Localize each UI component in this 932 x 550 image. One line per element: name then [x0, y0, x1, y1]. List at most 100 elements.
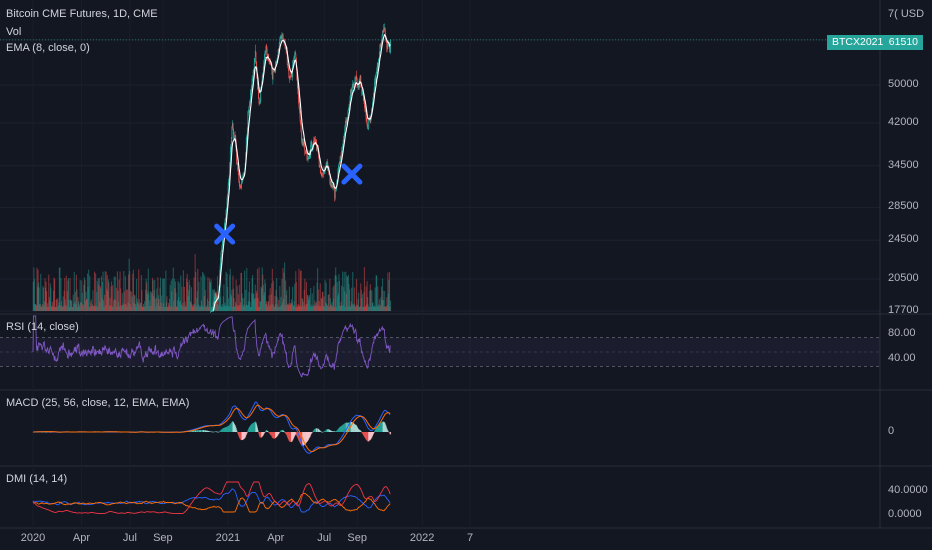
- volume-bar: [145, 289, 147, 311]
- candle-body: [242, 181, 244, 182]
- macd-histogram-bar: [336, 430, 338, 432]
- macd-histogram-bar: [329, 430, 331, 432]
- macd-histogram-bar: [291, 432, 293, 442]
- macd-histogram-bar: [316, 428, 318, 432]
- macd-histogram-bar: [238, 432, 240, 437]
- volume-bar: [285, 280, 287, 311]
- macd-histogram-bar: [205, 430, 207, 432]
- volume-bar: [50, 287, 52, 311]
- macd-histogram-bar: [304, 432, 306, 445]
- volume-bar: [208, 301, 210, 311]
- ema-legend[interactable]: EMA (8, close, 0): [6, 42, 90, 54]
- volume-bar: [69, 278, 71, 311]
- volume-bar: [246, 267, 248, 311]
- volume-bar: [245, 289, 247, 311]
- volume-bar: [348, 284, 350, 311]
- volume-bar: [155, 297, 157, 311]
- volume-bar: [306, 294, 309, 311]
- volume-bar: [106, 288, 108, 311]
- macd-histogram-bar: [273, 432, 275, 439]
- candle-body: [253, 62, 255, 70]
- volume-bar: [180, 304, 182, 311]
- macd-legend[interactable]: MACD (25, 56, close, 12, EMA, EMA): [6, 397, 190, 409]
- rsi-legend[interactable]: RSI (14, close): [6, 321, 79, 333]
- volume-bar: [166, 306, 169, 311]
- volume-bar: [244, 306, 246, 311]
- volume-bar: [57, 305, 59, 311]
- macd-histogram-bar: [288, 432, 290, 441]
- macd-histogram-bar: [350, 421, 352, 432]
- volume-bar: [288, 286, 290, 311]
- volume-bar: [206, 298, 208, 311]
- candle-body: [232, 123, 234, 129]
- volume-bar: [162, 303, 164, 311]
- candle-body: [271, 65, 273, 72]
- volume-bar: [235, 279, 237, 311]
- volume-bar: [336, 282, 338, 311]
- volume-bar: [170, 306, 172, 311]
- volume-bar: [185, 305, 187, 311]
- macd-histogram-bar: [216, 431, 218, 433]
- volume-bar: [271, 268, 273, 311]
- volume-bar: [179, 300, 181, 311]
- volume-bar: [335, 275, 337, 311]
- volume-bar: [116, 271, 118, 311]
- volume-bar: [156, 288, 158, 311]
- macd-histogram-bar: [247, 430, 249, 432]
- volume-bar: [104, 294, 106, 311]
- candle-body: [265, 51, 266, 53]
- candle-body: [281, 36, 283, 39]
- volume-bar: [264, 283, 266, 311]
- macd-histogram-bar: [321, 431, 323, 433]
- candle-body: [364, 100, 365, 107]
- macd-histogram-bar: [214, 431, 216, 433]
- candle-body: [330, 181, 332, 186]
- macd-histogram-bar: [248, 427, 250, 432]
- volume-bar: [131, 306, 133, 311]
- volume-bar: [359, 306, 361, 311]
- volume-bar: [320, 306, 322, 311]
- candle-body: [302, 138, 304, 145]
- candle-body: [269, 59, 271, 65]
- dmi-legend[interactable]: DMI (14, 14): [6, 473, 68, 485]
- volume-bar: [63, 305, 65, 311]
- macd-histogram-bar: [381, 422, 383, 432]
- volume-bar: [152, 280, 154, 311]
- volume-bar: [222, 306, 224, 311]
- volume-bar: [81, 280, 83, 311]
- volume-bar: [87, 273, 89, 311]
- volume-bar: [387, 272, 389, 311]
- volume-bar: [111, 306, 113, 311]
- volume-bar: [164, 306, 166, 311]
- volume-bar: [143, 306, 145, 311]
- volume-bar: [169, 299, 171, 311]
- macd-histogram-bar: [217, 431, 219, 433]
- volume-bar: [122, 303, 124, 311]
- symbol-legend[interactable]: Bitcoin CME Futures, 1D, CME: [6, 8, 158, 20]
- macd-histogram-bar: [309, 432, 311, 437]
- volume-bar: [95, 305, 97, 311]
- volume-bar: [305, 304, 307, 311]
- volume-bar: [294, 306, 296, 311]
- vol-legend[interactable]: Vol: [6, 26, 22, 38]
- candle-body: [338, 163, 340, 168]
- volume-bar: [191, 306, 194, 311]
- macd-histogram-bar: [242, 432, 244, 440]
- volume-bar: [146, 282, 148, 311]
- macd-histogram-bar: [217, 431, 219, 433]
- volume-bar: [249, 306, 252, 311]
- macd-histogram-bar: [329, 430, 331, 432]
- macd-histogram-bar: [51, 432, 53, 433]
- candle-body: [288, 75, 290, 78]
- volume-bar: [101, 298, 103, 311]
- volume-bar: [205, 306, 207, 311]
- volume-bar: [229, 268, 231, 311]
- macd-histogram-bar: [238, 432, 240, 438]
- volume-bar: [238, 284, 240, 311]
- macd-histogram-bar: [288, 432, 290, 442]
- macd-histogram-bar: [208, 431, 210, 432]
- macd-histogram-bar: [284, 432, 286, 433]
- volume-series: [32, 251, 392, 311]
- macd-histogram-bar: [355, 424, 357, 432]
